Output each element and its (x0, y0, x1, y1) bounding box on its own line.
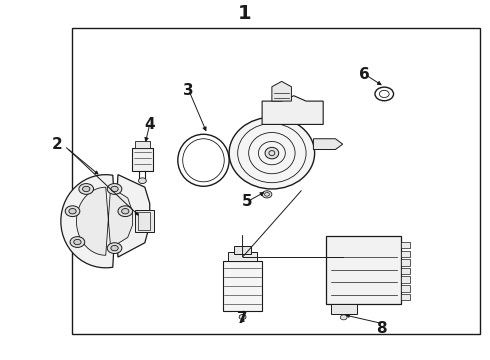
Polygon shape (262, 96, 323, 125)
Bar (223, 261, 262, 311)
Ellipse shape (107, 243, 122, 253)
Bar (401, 259, 410, 266)
Ellipse shape (324, 140, 332, 148)
Ellipse shape (82, 186, 90, 192)
Text: 7: 7 (237, 311, 248, 325)
Ellipse shape (111, 186, 118, 192)
Bar (72, 28, 480, 334)
Bar (401, 294, 410, 300)
Text: 1: 1 (238, 4, 252, 23)
Circle shape (239, 315, 246, 319)
Bar (401, 242, 410, 248)
Bar (401, 251, 410, 257)
Bar (234, 246, 251, 253)
Text: 2: 2 (51, 137, 62, 152)
Bar (228, 252, 257, 261)
Circle shape (340, 315, 347, 320)
Ellipse shape (111, 246, 118, 251)
Polygon shape (61, 175, 150, 268)
Text: 6: 6 (359, 67, 370, 82)
Bar (326, 235, 401, 304)
Ellipse shape (70, 237, 85, 247)
Ellipse shape (265, 147, 279, 159)
Bar (401, 268, 410, 274)
Polygon shape (314, 139, 343, 149)
Bar (135, 211, 154, 232)
Ellipse shape (74, 239, 81, 245)
Ellipse shape (229, 117, 315, 189)
Ellipse shape (118, 206, 133, 217)
Bar (138, 212, 150, 230)
Ellipse shape (65, 206, 80, 217)
Bar (135, 141, 150, 148)
Circle shape (262, 191, 272, 198)
Bar (331, 304, 357, 315)
Polygon shape (76, 187, 133, 255)
Ellipse shape (79, 184, 94, 194)
Text: 4: 4 (145, 117, 155, 132)
Text: 3: 3 (183, 83, 194, 98)
Polygon shape (272, 81, 292, 101)
Text: 8: 8 (376, 321, 387, 336)
Bar (401, 285, 410, 292)
Circle shape (139, 178, 147, 184)
Ellipse shape (107, 184, 122, 194)
Ellipse shape (69, 208, 76, 214)
Bar (132, 148, 153, 171)
Ellipse shape (122, 208, 129, 214)
Text: 5: 5 (242, 194, 253, 209)
Bar (401, 276, 410, 283)
